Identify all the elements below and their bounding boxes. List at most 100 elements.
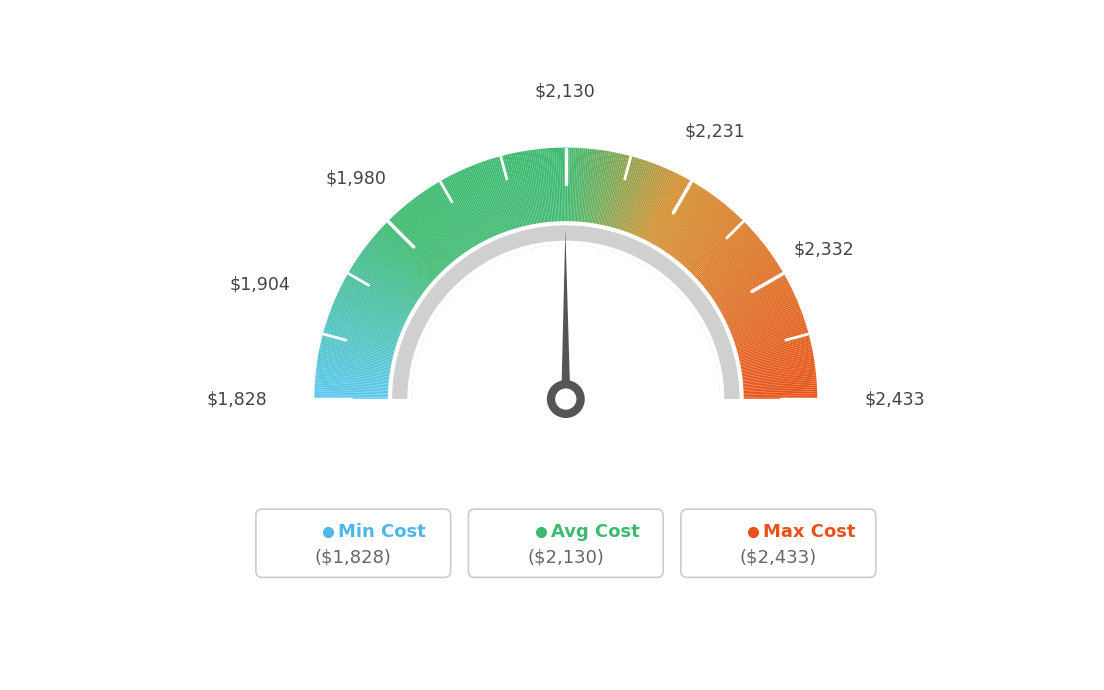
Wedge shape <box>488 158 519 250</box>
Wedge shape <box>404 203 467 278</box>
Wedge shape <box>354 259 435 313</box>
Wedge shape <box>688 241 764 302</box>
Wedge shape <box>637 174 682 260</box>
Wedge shape <box>353 260 435 314</box>
Wedge shape <box>592 150 609 244</box>
Wedge shape <box>654 190 710 270</box>
Wedge shape <box>491 157 521 249</box>
Wedge shape <box>368 241 444 302</box>
Wedge shape <box>501 154 527 248</box>
Wedge shape <box>325 321 416 352</box>
Wedge shape <box>343 277 428 324</box>
Wedge shape <box>365 242 443 303</box>
Wedge shape <box>702 275 787 324</box>
Wedge shape <box>357 255 437 311</box>
Wedge shape <box>330 304 421 342</box>
Wedge shape <box>352 262 434 315</box>
Wedge shape <box>316 362 411 377</box>
Wedge shape <box>378 229 449 295</box>
Wedge shape <box>314 387 410 393</box>
Wedge shape <box>391 215 458 286</box>
Wedge shape <box>427 186 480 268</box>
Wedge shape <box>635 172 679 259</box>
Wedge shape <box>683 232 757 296</box>
Wedge shape <box>620 161 656 253</box>
Wedge shape <box>625 164 662 254</box>
Wedge shape <box>714 315 805 348</box>
Wedge shape <box>701 270 785 320</box>
Wedge shape <box>320 338 414 362</box>
Wedge shape <box>691 247 769 306</box>
Wedge shape <box>406 201 468 277</box>
Wedge shape <box>577 147 585 243</box>
Wedge shape <box>618 160 651 251</box>
Wedge shape <box>519 150 538 245</box>
Wedge shape <box>364 244 442 304</box>
Wedge shape <box>400 207 464 281</box>
Wedge shape <box>627 166 667 255</box>
Wedge shape <box>722 389 819 394</box>
Wedge shape <box>558 146 562 242</box>
Wedge shape <box>721 366 817 380</box>
Wedge shape <box>659 195 718 274</box>
Wedge shape <box>595 150 615 245</box>
Wedge shape <box>339 286 425 330</box>
Wedge shape <box>317 353 412 372</box>
Wedge shape <box>722 385 818 392</box>
Wedge shape <box>560 146 563 242</box>
Wedge shape <box>556 146 561 242</box>
Wedge shape <box>605 154 630 248</box>
Wedge shape <box>530 148 545 244</box>
Wedge shape <box>315 364 411 378</box>
Wedge shape <box>643 178 691 263</box>
Wedge shape <box>323 323 416 353</box>
Wedge shape <box>562 146 564 242</box>
Wedge shape <box>626 166 665 255</box>
Wedge shape <box>329 308 420 344</box>
Wedge shape <box>711 302 800 340</box>
Wedge shape <box>722 381 818 389</box>
Wedge shape <box>688 239 763 301</box>
Wedge shape <box>493 156 522 249</box>
Wedge shape <box>690 246 768 305</box>
Wedge shape <box>414 195 473 274</box>
Circle shape <box>546 380 585 418</box>
Wedge shape <box>552 146 559 242</box>
Wedge shape <box>721 357 816 375</box>
Wedge shape <box>569 146 572 242</box>
Wedge shape <box>719 344 814 366</box>
Wedge shape <box>669 209 734 282</box>
Wedge shape <box>698 262 779 315</box>
Wedge shape <box>582 148 594 243</box>
Wedge shape <box>715 323 808 353</box>
Wedge shape <box>696 257 776 312</box>
Wedge shape <box>520 150 539 245</box>
Text: Max Cost: Max Cost <box>763 523 856 541</box>
Wedge shape <box>340 284 426 329</box>
Wedge shape <box>622 162 657 253</box>
Wedge shape <box>412 197 471 275</box>
Wedge shape <box>482 159 514 251</box>
Wedge shape <box>460 168 501 257</box>
Wedge shape <box>692 250 772 308</box>
Wedge shape <box>705 284 792 329</box>
Wedge shape <box>534 148 548 244</box>
Wedge shape <box>397 209 463 282</box>
Wedge shape <box>708 290 795 333</box>
Wedge shape <box>330 306 420 342</box>
Wedge shape <box>657 193 714 272</box>
Wedge shape <box>363 246 442 305</box>
Wedge shape <box>322 326 415 355</box>
Wedge shape <box>358 253 437 310</box>
Wedge shape <box>712 310 804 345</box>
Wedge shape <box>407 200 469 277</box>
Wedge shape <box>652 188 708 269</box>
Wedge shape <box>336 293 423 335</box>
Wedge shape <box>461 168 502 256</box>
Wedge shape <box>583 148 595 244</box>
Wedge shape <box>722 373 818 384</box>
Wedge shape <box>660 197 720 275</box>
Wedge shape <box>403 204 466 279</box>
Wedge shape <box>434 182 485 265</box>
Wedge shape <box>628 167 668 255</box>
